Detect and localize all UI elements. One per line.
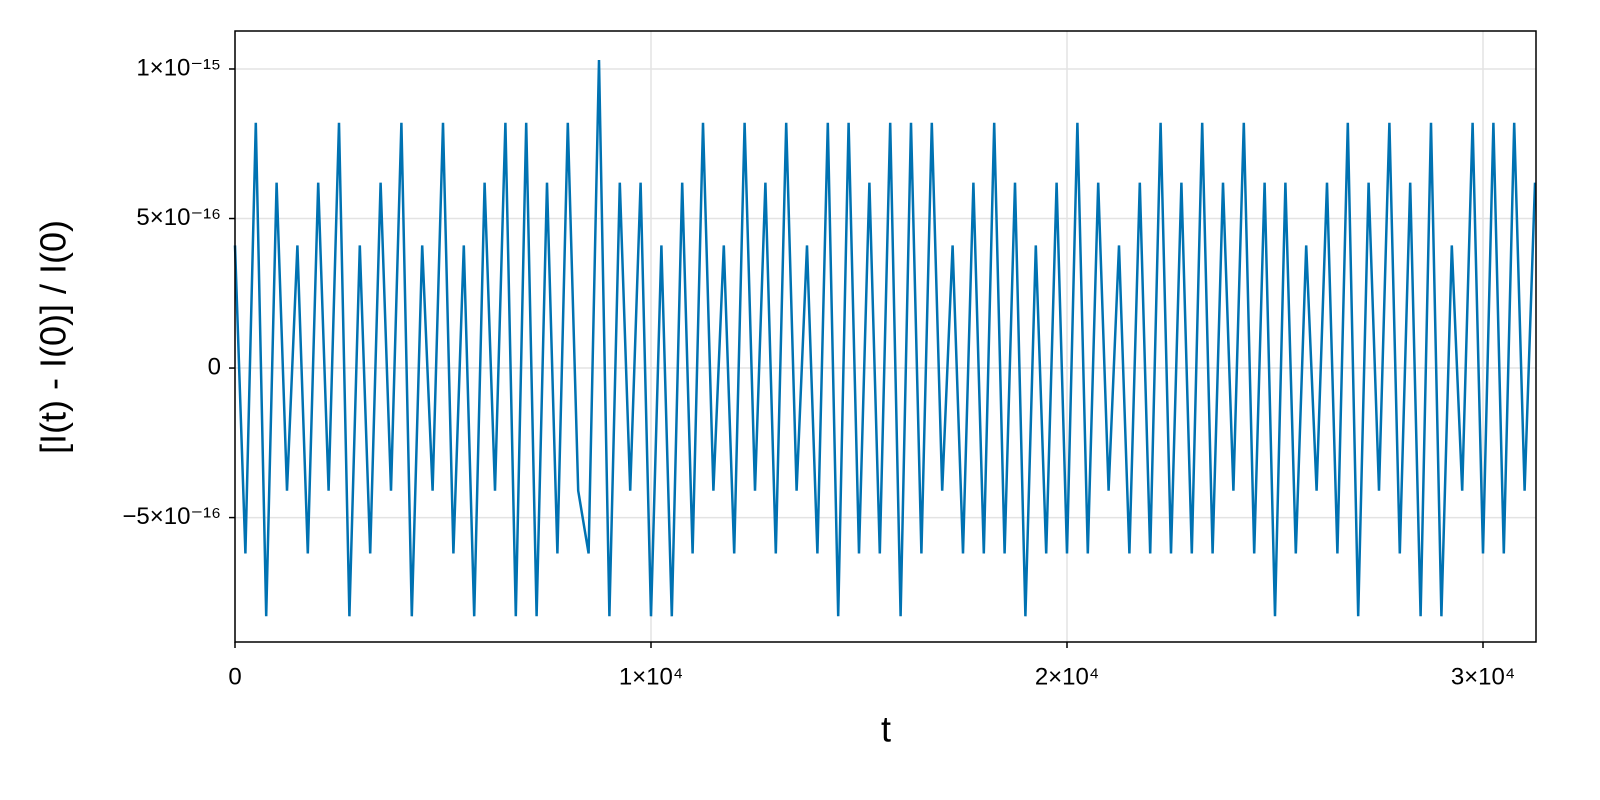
y-tick-label: 0 bbox=[208, 353, 221, 380]
x-tick-label: 2×10⁴ bbox=[1035, 663, 1099, 690]
y-tick-label: 1×10⁻¹⁵ bbox=[136, 54, 221, 81]
x-tick-label: 1×10⁴ bbox=[619, 663, 683, 690]
y-axis-label: [I(t) - I(0)] / I(0) bbox=[33, 220, 74, 454]
x-tick-label: 0 bbox=[228, 663, 241, 690]
y-tick-label: −5×10⁻¹⁶ bbox=[122, 503, 221, 530]
data-line bbox=[233, 59, 1537, 617]
y-tick-label: 5×10⁻¹⁶ bbox=[136, 204, 221, 231]
x-tick-label: 3×10⁴ bbox=[1451, 663, 1515, 690]
plot-frame bbox=[234, 30, 1537, 643]
x-axis-label: t bbox=[881, 709, 891, 750]
